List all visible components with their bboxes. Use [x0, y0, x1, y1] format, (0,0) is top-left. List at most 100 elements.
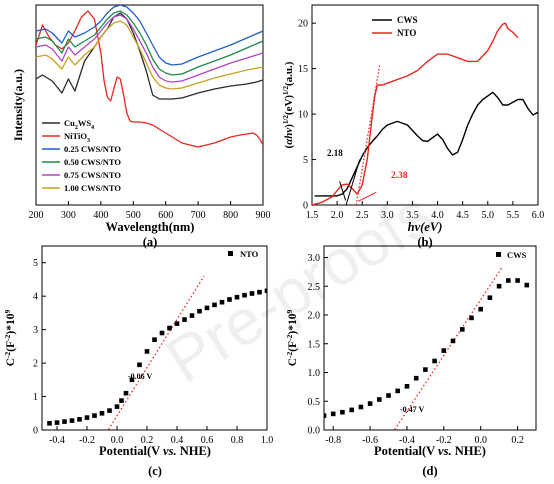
panel-d-point-9: [404, 384, 410, 389]
panel-c-point-19: [182, 317, 187, 322]
legend-label-nto-c: NTO: [240, 249, 259, 259]
panel-a-series: [36, 5, 263, 148]
panel-c-point-23: [212, 302, 217, 308]
panel-d-point-14: [450, 338, 456, 344]
panel-d-mott-schottky-fit: [393, 265, 504, 430]
panel-a-series-line-3: [36, 10, 263, 76]
panel-d-xlabel: Potential(V vs. NHE): [374, 444, 486, 458]
panel-d-point-18: [487, 295, 493, 300]
panel-a: 200 300 400 500 600 700 800 900 Intensity(a.u.)…: [11, 4, 271, 249]
panel-c-point-28: [249, 291, 255, 296]
panel-b-cws-tangent: [345, 159, 361, 206]
panel-b-arrow-2-38: [357, 191, 377, 202]
panel-a-plot-frame: [35, 4, 264, 206]
panel-a-xtick-label-400: 400: [93, 210, 108, 221]
panel-b-xtick-label-3.5: 3.5: [406, 210, 419, 221]
panel-c-point-14: [144, 349, 150, 354]
panel-d-plot-frame: [323, 245, 537, 431]
panel-c-point-27: [242, 292, 247, 298]
panel-c-point-11: [123, 390, 129, 396]
panel-c-label: (c): [148, 464, 162, 478]
panel-d-point-12: [432, 358, 437, 364]
panel-b-xtick-label-5.5: 5.5: [507, 210, 520, 221]
panel-a-xtick-label-600: 600: [158, 210, 173, 221]
panel-b-series: [312, 22, 538, 205]
panel-b-xtick-label-5: 5.0: [482, 210, 495, 221]
panel-d-point-5: [367, 401, 373, 406]
panel-d-point-17: [478, 306, 483, 312]
panel-c-plot-frame: [41, 245, 268, 431]
panel-d-point-2: [340, 409, 345, 415]
panel-a-xtick-label-900: 900: [256, 210, 271, 221]
panel-c-point-22: [204, 305, 210, 311]
panel-c-point-29: [257, 289, 262, 295]
panel-c-axis-ticks: -0.4 -0.2 0.0 0.2 0.4 0.6 0.8 1.0 0 1 2 3 4 5: [33, 258, 273, 446]
panel-a-series-line-1: [36, 10, 263, 148]
panel-d-legend: CWS: [496, 250, 527, 260]
panel-b: 1.5 2.0 2.5 3.0 3.5 4.0 4.5 5.0 5.5 6.0 0 5 10 15 20 (…: [282, 4, 545, 249]
panel-c-point-3: [69, 418, 75, 423]
panel-d-point-19: [496, 283, 502, 289]
legend-label-nitio3: NiTiO3: [64, 131, 90, 144]
panel-b-nto-tangent: [355, 63, 381, 206]
panel-b-xtick-label-4.5: 4.5: [456, 210, 469, 221]
panel-c-point-1: [54, 420, 60, 425]
panel-d-xtick-label-0.2: 0.2: [511, 435, 524, 446]
panel-d-point-1: [330, 411, 336, 417]
panel-c-point-18: [174, 321, 180, 326]
panel-a-series-line-0: [36, 12, 263, 100]
panel-b-legend: CWS NTO: [372, 15, 418, 38]
panel-b-series-line-0: [314, 91, 538, 197]
panel-d-ytick-label-2.5: 2.5: [308, 282, 321, 293]
panel-c-legend: NTO: [228, 249, 259, 259]
panel-c-ytick-label-0: 0: [33, 426, 38, 437]
panel-b-plot-frame: [311, 4, 539, 206]
panel-c-point-15: [152, 337, 157, 342]
panel-d-points: [324, 278, 530, 418]
panel-c-ytick-label-5: 5: [33, 258, 38, 269]
panel-d-point-21: [515, 278, 520, 283]
panel-d-label: (d): [422, 464, 437, 478]
annotation-2-38: 2.38: [391, 171, 408, 181]
annotation-minus-0-06-v: -0.06 V: [128, 372, 153, 381]
panel-c-point-12: [129, 377, 135, 383]
panel-c-xtick-label--0.2: -0.2: [79, 435, 95, 446]
panel-c-point-4: [77, 417, 82, 422]
panel-d-xtick-label--0.2: -0.2: [436, 435, 452, 446]
panel-d-ytick-label-2: 2.0: [308, 311, 321, 322]
legend-label-cu2ws4: Cu2WS4: [64, 118, 94, 131]
panel-c-xtick-label-0.4: 0.4: [171, 435, 184, 446]
panel-b-xtick-label-6: 6.0: [532, 210, 545, 221]
panel-a-xtick-label-800: 800: [223, 210, 238, 221]
panel-c-mott-schottky-fit: [107, 275, 205, 430]
panel-c-point-10: [119, 398, 124, 403]
panel-b-ytick-label-10: 10: [298, 110, 308, 121]
legend-label-composite-2: 0.25 CWS/NTO: [64, 144, 121, 154]
legend-marker-cws: [496, 252, 501, 257]
panel-d-point-10: [413, 375, 419, 381]
panel-c: -0.4 -0.2 0.0 0.2 0.4 0.6 0.8 1.0 0 1 2 3 4 5 C-2(F-2…: [3, 245, 273, 478]
panel-d-point-0: [324, 413, 327, 418]
panel-c-xtick-label-0: 0.0: [111, 435, 124, 446]
panel-a-series-line-5: [36, 20, 263, 90]
legend-label-composite-3: 0.50 CWS/NTO: [64, 157, 121, 167]
panel-b-xtick-label-2: 2.0: [331, 210, 344, 221]
panel-d-ytick-label-0.5: 0.5: [308, 397, 321, 408]
panel-d-ytick-label-1: 1.0: [308, 368, 321, 379]
panel-a-series-line-2: [36, 5, 263, 66]
panel-b-ylabel: (αhv)1/2(eV)1/2(a.u.): [282, 61, 295, 148]
panel-b-tangents: [339, 63, 381, 206]
panel-a-series-line-4: [36, 14, 263, 83]
panel-d-ylabel: C-2(F-2)*109: [285, 309, 300, 366]
panel-c-point-24: [219, 299, 225, 305]
panel-c-point-17: [167, 325, 172, 331]
panel-c-point-20: [189, 313, 195, 318]
legend-marker-nto: [228, 251, 233, 256]
panel-c-xtick-label-0.8: 0.8: [231, 435, 244, 446]
panel-d-point-8: [395, 388, 400, 394]
panel-c-point-2: [62, 419, 67, 424]
panel-d-xtick-label--0.6: -0.6: [362, 435, 378, 446]
panel-c-ytick-label-2: 2: [33, 359, 38, 370]
panel-a-xtick-label-700: 700: [191, 210, 206, 221]
panel-c-point-25: [227, 297, 232, 302]
